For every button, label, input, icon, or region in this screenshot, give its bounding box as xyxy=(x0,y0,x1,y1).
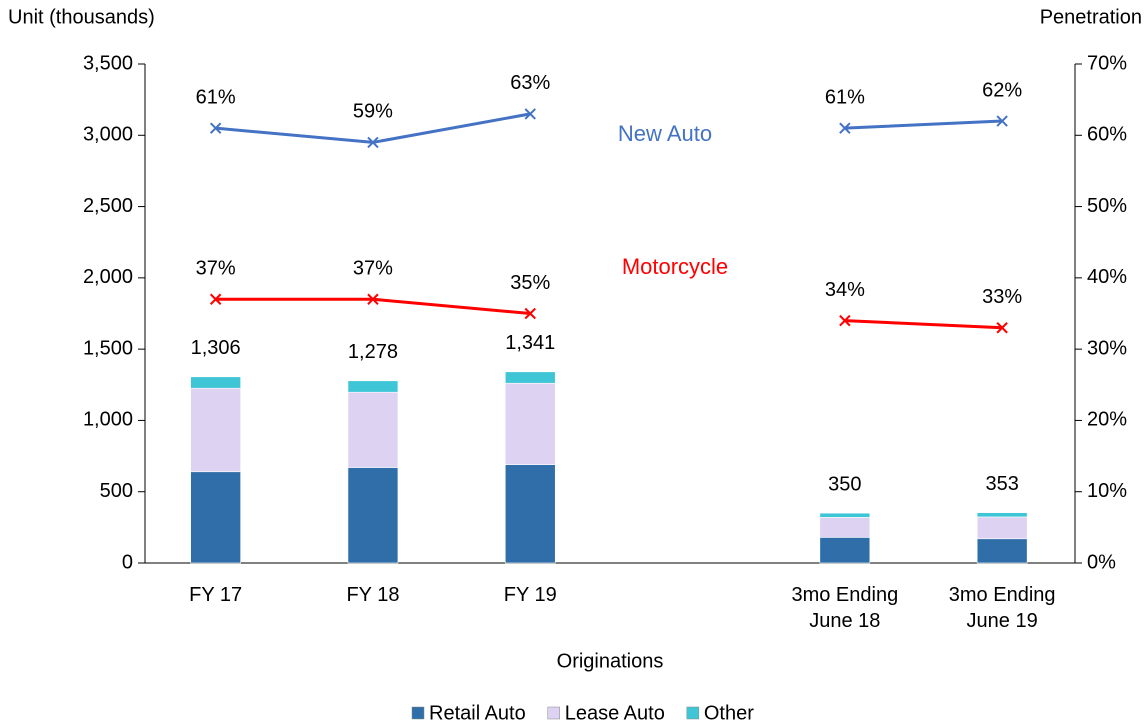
data-label: 63% xyxy=(510,72,550,94)
bar-segment xyxy=(976,512,1028,518)
line xyxy=(215,112,1003,144)
y2-tick-label: 10% xyxy=(1087,480,1127,502)
y-tick-label: 1,500 xyxy=(83,337,133,359)
data-label: 35% xyxy=(510,272,550,294)
series-label: Motorcycle xyxy=(622,254,728,279)
marker xyxy=(209,293,222,305)
legend-label: Lease Auto xyxy=(565,702,665,724)
marker xyxy=(996,115,1008,127)
marker xyxy=(367,136,379,149)
data-label: 61% xyxy=(825,86,865,108)
y-tick-label: 3,000 xyxy=(83,124,133,146)
bar-segment xyxy=(190,471,241,564)
bar-segment xyxy=(504,464,556,564)
y2-tick-label: 30% xyxy=(1087,337,1127,359)
bar-segment xyxy=(190,387,241,473)
x-tick-label: 3mo Ending June 19 xyxy=(948,584,1056,632)
data-label: 59% xyxy=(353,101,393,123)
data-label: 33% xyxy=(982,286,1022,308)
y2-tick-label: 20% xyxy=(1087,409,1127,431)
bar-segment xyxy=(190,376,241,389)
total-label: 353 xyxy=(985,473,1018,495)
y2-tick-label: 60% xyxy=(1087,124,1127,146)
data-label: 34% xyxy=(825,279,865,301)
total-label: 1,278 xyxy=(348,341,398,363)
total-label: 350 xyxy=(828,473,861,495)
bar-segment xyxy=(347,391,399,468)
marker xyxy=(996,322,1008,334)
legend-swatch xyxy=(411,706,425,720)
total-label: 1,341 xyxy=(505,332,555,354)
marker xyxy=(839,314,851,327)
y2-axis-label: Penetration xyxy=(1040,6,1142,28)
y-tick-label: 3,500 xyxy=(83,52,133,74)
y2-tick-label: 50% xyxy=(1087,195,1127,217)
data-label: 37% xyxy=(196,258,236,280)
y2-tick-label: 40% xyxy=(1087,266,1127,288)
series-label: New Auto xyxy=(618,121,712,146)
bar-segment xyxy=(504,371,556,384)
marker xyxy=(209,122,222,134)
marker xyxy=(367,293,379,305)
data-label: 37% xyxy=(353,258,393,280)
y-tick-label: 1,000 xyxy=(83,409,133,431)
bar-segment xyxy=(976,538,1028,564)
x-tick-label: FY 19 xyxy=(503,584,557,606)
marker xyxy=(524,307,536,320)
line xyxy=(215,297,1003,330)
marker xyxy=(524,108,536,120)
x-tick-label: FY 18 xyxy=(346,584,400,606)
data-label: 61% xyxy=(196,86,236,108)
y2-tick-label: 70% xyxy=(1087,52,1127,74)
y-tick-label: 2,500 xyxy=(83,195,133,217)
x-axis-label: Originations xyxy=(557,650,664,672)
legend-swatch xyxy=(547,706,560,720)
x-tick-label: FY 17 xyxy=(189,584,243,606)
bar-segment xyxy=(976,516,1028,540)
bar-segment xyxy=(504,382,556,465)
y2-tick-label: 0% xyxy=(1087,551,1116,573)
y-tick-label: 2,000 xyxy=(83,266,133,288)
bar-segment xyxy=(347,380,399,393)
data-label: 62% xyxy=(982,79,1022,101)
marker xyxy=(839,122,851,134)
legend-label: Other xyxy=(704,702,754,724)
legend-label: Retail Auto xyxy=(429,702,526,724)
legend-swatch xyxy=(686,706,700,720)
bar-segment xyxy=(819,512,871,518)
total-label: 1,306 xyxy=(191,337,241,359)
y-axis-label: Unit (thousands) xyxy=(8,6,155,28)
bar-segment xyxy=(819,517,871,538)
x-tick-label: 3mo Ending June 18 xyxy=(791,584,899,632)
y-tick-label: 0 xyxy=(122,551,133,573)
bar-segment xyxy=(819,537,871,564)
y-tick-label: 500 xyxy=(100,480,133,502)
bar-segment xyxy=(347,467,399,564)
